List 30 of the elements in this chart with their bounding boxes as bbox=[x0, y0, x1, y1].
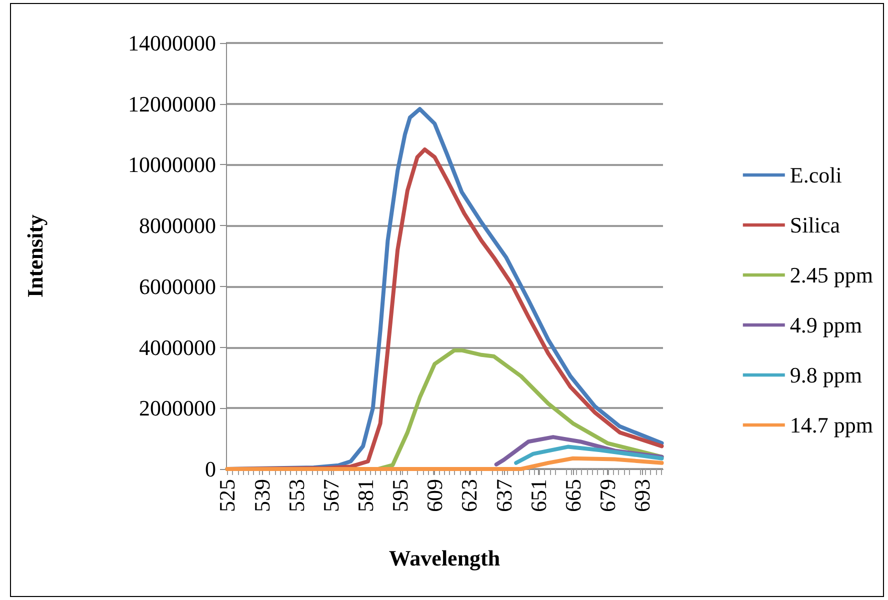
x-tick-label: 539 bbox=[249, 479, 274, 512]
x-tick-label: 623 bbox=[456, 479, 482, 512]
x-tick-label: 581 bbox=[352, 479, 378, 512]
x-tick-label: 693 bbox=[630, 479, 655, 512]
legend-label: 4.9 ppm bbox=[790, 312, 862, 338]
x-tick-label: 665 bbox=[560, 479, 586, 512]
y-tick-label: 2000000 bbox=[139, 396, 216, 421]
y-tick-label: 8000000 bbox=[139, 213, 216, 238]
y-tick-label: 12000000 bbox=[128, 91, 216, 116]
legend-label: 9.8 ppm bbox=[790, 362, 862, 388]
x-tick-label: 553 bbox=[284, 479, 309, 512]
x-tick-label: 637 bbox=[491, 479, 516, 512]
y-tick-label: 6000000 bbox=[139, 274, 216, 299]
y-tick-label: 4000000 bbox=[139, 334, 216, 360]
y-tick-label: 10000000 bbox=[128, 152, 216, 178]
y-axis-title: Intensity bbox=[22, 214, 48, 298]
x-tick-label: 679 bbox=[594, 479, 620, 512]
x-tick-label: 567 bbox=[318, 479, 344, 512]
x-tick-label: 651 bbox=[526, 479, 551, 512]
legend-label: 2.45 ppm bbox=[790, 262, 874, 288]
x-tick-label: 595 bbox=[388, 479, 413, 512]
y-tick-label: 14000000 bbox=[128, 30, 216, 56]
y-tick-label: 0 bbox=[205, 456, 216, 482]
x-tick-label: 609 bbox=[422, 479, 448, 512]
x-axis-title: Wavelength bbox=[388, 546, 500, 570]
line-series bbox=[514, 444, 664, 465]
x-tick-label: 525 bbox=[214, 479, 240, 512]
legend-label: Silica bbox=[790, 212, 840, 238]
legend-label: 14.7 ppm bbox=[790, 412, 874, 438]
legend-label: E.coli bbox=[790, 162, 842, 188]
